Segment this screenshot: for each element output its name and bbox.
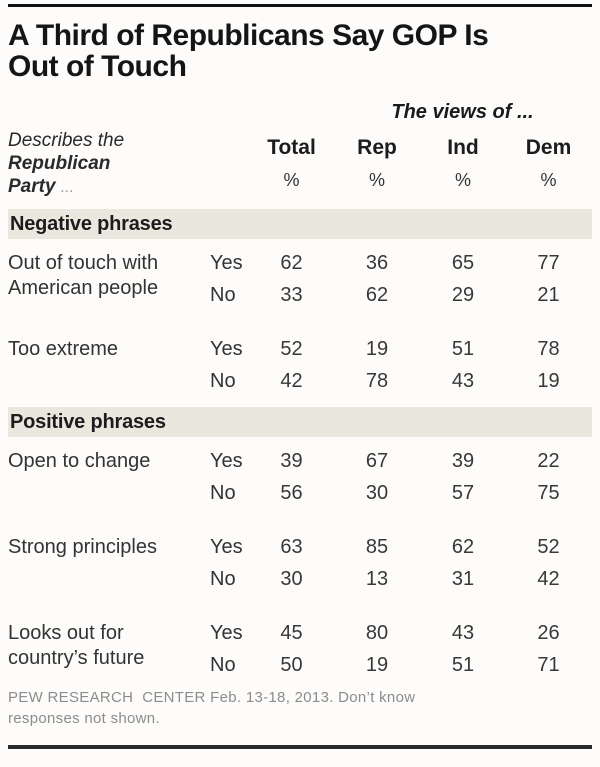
column-header-dem: Dem [525, 136, 572, 159]
bottom-rule [8, 745, 592, 749]
value-yes-dem: 52 [537, 536, 560, 558]
phrase-line1: Looks out for [8, 622, 124, 644]
value-yes-ind: 39 [451, 450, 475, 472]
value-yes-total: 45 [280, 622, 303, 644]
yes-label: Yes [210, 338, 243, 360]
value-no-total: 56 [280, 482, 303, 504]
value-yes-total: 52 [280, 338, 303, 360]
yes-label: Yes [210, 622, 243, 644]
value-no-dem: 75 [537, 482, 560, 504]
value-no-rep: 19 [365, 654, 389, 676]
phrase-line1: Strong principles [8, 536, 157, 558]
yes-label: Yes [210, 536, 243, 558]
value-no-rep: 78 [365, 370, 389, 392]
page-title-line1: A Third of Republicans Say GOP Is [8, 19, 489, 52]
section-header-negative: Negative phrases [8, 209, 592, 239]
table-row-group-looks-out-for-future: Looks out for country’s future Yes 45 80… [8, 617, 592, 681]
phrase-label: Out of touch with American people [8, 247, 200, 311]
page-title-line2: Out of Touch [8, 50, 187, 83]
no-label: No [210, 654, 236, 676]
percent-sign-ind: % [454, 170, 471, 190]
phrase-line1: Too extreme [8, 338, 119, 360]
phrase-label: Strong principles [8, 531, 200, 595]
no-label: No [210, 284, 236, 306]
no-label: No [210, 568, 236, 590]
value-yes-rep: 80 [365, 622, 389, 644]
value-yes-ind: 51 [451, 338, 475, 360]
value-no-ind: 29 [451, 284, 475, 306]
phrase-label: Open to change [8, 445, 200, 509]
column-header-total: Total [267, 136, 316, 159]
value-yes-dem: 78 [537, 338, 560, 360]
yes-label: Yes [210, 450, 243, 472]
ellipsis: ... [60, 179, 75, 196]
value-no-ind: 57 [451, 482, 475, 504]
value-yes-total: 63 [280, 536, 303, 558]
phrase-label: Looks out for country’s future [8, 617, 200, 681]
table-row-group-too-extreme: Too extreme Yes 52 19 51 78 No 42 78 43 … [8, 333, 592, 397]
value-no-rep: 13 [365, 568, 389, 590]
value-yes-dem: 22 [537, 450, 560, 472]
phrase-label: Too extreme [8, 333, 200, 397]
value-no-ind: 31 [451, 568, 475, 590]
section-negative-phrases: Negative phrases Out of touch with Ameri… [8, 209, 592, 397]
no-label: No [210, 482, 236, 504]
value-yes-rep: 85 [365, 536, 389, 558]
value-no-dem: 19 [537, 370, 560, 392]
percent-sign-dem: % [540, 170, 557, 190]
page-title: A Third of Republicans Say GOP Is Out of… [8, 20, 592, 82]
column-header-ind: Ind [447, 136, 479, 159]
table-row-group-strong-principles: Strong principles Yes 63 85 62 52 No 30 … [8, 531, 592, 595]
value-yes-ind: 65 [451, 252, 475, 274]
stub-line3-word: Party [8, 176, 56, 197]
value-yes-rep: 36 [365, 252, 389, 274]
table-header: The views of ... Describes the Republica… [8, 97, 592, 199]
table-row-group-open-to-change: Open to change Yes 39 67 39 22 No 56 30 … [8, 445, 592, 509]
value-no-dem: 21 [537, 284, 560, 306]
no-label: No [210, 370, 236, 392]
value-no-total: 33 [280, 284, 303, 306]
value-no-rep: 30 [365, 482, 389, 504]
value-yes-rep: 19 [365, 338, 389, 360]
phrase-line1: Out of touch with [8, 252, 159, 274]
value-no-rep: 62 [365, 284, 389, 306]
value-yes-dem: 26 [537, 622, 560, 644]
yes-label: Yes [210, 252, 243, 274]
value-yes-dem: 77 [537, 252, 560, 274]
value-no-total: 50 [280, 654, 303, 676]
value-no-total: 42 [280, 370, 303, 392]
column-header-rep: Rep [357, 136, 397, 159]
value-no-ind: 43 [451, 370, 475, 392]
value-yes-ind: 62 [451, 536, 475, 558]
value-no-ind: 51 [451, 654, 475, 676]
value-no-dem: 42 [537, 568, 560, 590]
source-note: PEW RESEARCH CENTER Feb. 13-18, 2013. Do… [8, 689, 420, 727]
value-yes-ind: 43 [451, 622, 475, 644]
percent-sign-rep: % [368, 170, 385, 190]
phrase-line1: Open to change [8, 450, 151, 472]
stub-line1: Describes the [8, 130, 125, 151]
value-yes-rep: 67 [365, 450, 389, 472]
phrase-line2: American people [8, 277, 159, 299]
phrase-line2: country’s future [8, 647, 145, 669]
value-yes-total: 62 [280, 252, 303, 274]
stub-header: Describes the Republican Party ... [8, 127, 200, 199]
percent-sign-total: % [283, 170, 300, 190]
value-yes-total: 39 [280, 450, 303, 472]
stub-line3: Party ... [8, 175, 200, 199]
top-rule [8, 4, 592, 7]
stub-line2: Republican [8, 153, 111, 174]
value-no-dem: 71 [537, 654, 560, 676]
report-card: A Third of Republicans Say GOP Is Out of… [0, 4, 600, 749]
section-positive-phrases: Positive phrases Open to change Yes 39 6… [8, 407, 592, 681]
section-header-positive: Positive phrases [8, 407, 592, 437]
table-row-group-out-of-touch: Out of touch with American people Yes 62… [8, 247, 592, 311]
column-group-header: The views of ... [391, 101, 534, 123]
value-no-total: 30 [280, 568, 303, 590]
